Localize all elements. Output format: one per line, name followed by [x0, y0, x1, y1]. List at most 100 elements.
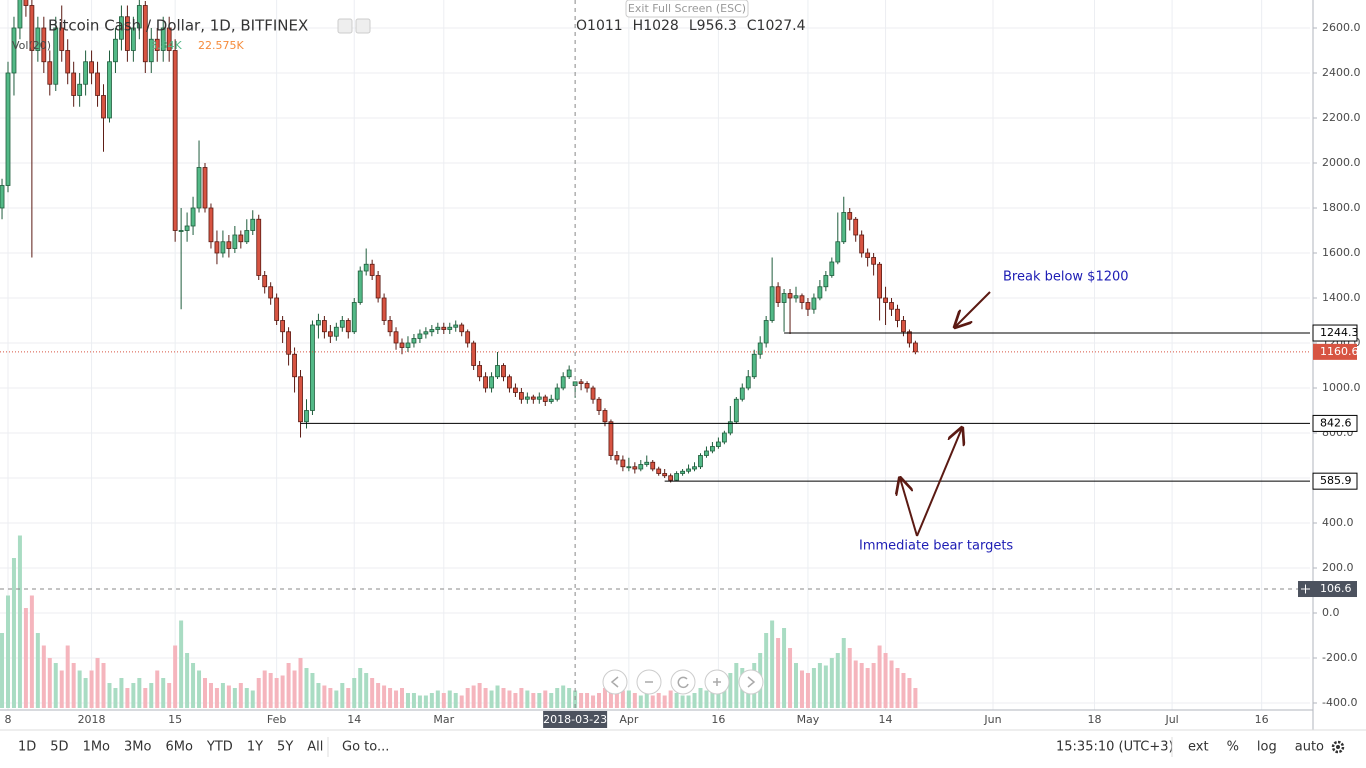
- range-button[interactable]: All: [307, 740, 323, 755]
- candle-body: [178, 230, 184, 232]
- volume-bar: [113, 688, 118, 708]
- y-tick-label: 2200.0: [1322, 111, 1361, 124]
- volume-bar: [131, 683, 136, 708]
- exit-fullscreen-label[interactable]: Exit Full Screen (ESC): [628, 2, 746, 15]
- crosshair-date: 2018-03-23: [543, 713, 607, 726]
- scroll-left-button[interactable]: [602, 669, 628, 695]
- annotation-arrow: [916, 428, 962, 537]
- candle-body: [435, 326, 441, 330]
- volume-bar: [322, 685, 327, 708]
- option-button[interactable]: auto: [1295, 740, 1324, 755]
- option-button[interactable]: %: [1227, 740, 1239, 755]
- candle-body: [35, 27, 41, 51]
- candle-body: [208, 207, 214, 243]
- volume-bar: [346, 688, 351, 708]
- candle-body: [375, 275, 381, 299]
- volume-bar: [17, 535, 22, 708]
- volume-bar: [149, 683, 154, 708]
- goto-button[interactable]: Go to...: [342, 740, 389, 755]
- option-button[interactable]: log: [1257, 740, 1277, 755]
- candle-body: [620, 459, 626, 468]
- range-button[interactable]: 5D: [50, 740, 68, 755]
- candle-body: [733, 398, 739, 423]
- candle-body: [853, 218, 859, 236]
- volume-bar: [274, 678, 279, 708]
- candle-body: [584, 383, 590, 389]
- range-button[interactable]: 6Mo: [165, 740, 192, 755]
- range-button[interactable]: 5Y: [277, 740, 293, 755]
- volume-bar: [23, 608, 28, 708]
- volume-ma-value: 22.575K: [198, 39, 244, 52]
- volume-bar: [53, 663, 58, 708]
- volume-bar: [203, 678, 208, 708]
- volume-bar: [0, 633, 5, 708]
- candle-body: [327, 331, 333, 337]
- settings-button[interactable]: [1331, 740, 1345, 754]
- candle-body: [895, 308, 900, 321]
- volume-bar: [388, 688, 393, 708]
- volume-bar: [370, 678, 375, 708]
- volume-bar: [555, 688, 560, 708]
- volume-bar: [686, 695, 691, 708]
- candle-body: [883, 297, 888, 303]
- volume-bar: [59, 670, 64, 708]
- candle-body: [333, 326, 339, 337]
- volume-bar: [5, 595, 10, 708]
- volume-bar: [537, 693, 542, 708]
- candle-body: [0, 185, 5, 209]
- candles: [0, 0, 918, 483]
- candle-body: [668, 475, 674, 481]
- candle-body: [560, 376, 566, 389]
- range-button[interactable]: 1Y: [247, 740, 263, 755]
- volume-bar: [543, 690, 548, 708]
- volume-bar: [591, 695, 596, 708]
- volume-bar: [316, 683, 321, 708]
- candle-body: [47, 61, 53, 85]
- volume-bar: [334, 690, 339, 708]
- volume-bar: [823, 665, 828, 708]
- candle-body: [160, 27, 166, 51]
- volume-bar: [692, 693, 697, 708]
- grid: [0, 0, 1310, 710]
- volume-bar: [632, 693, 637, 708]
- legend-icon[interactable]: [337, 18, 353, 34]
- volume-bar: [644, 693, 649, 708]
- exit-fullscreen-button[interactable]: [625, 0, 749, 18]
- candle-body: [5, 72, 11, 186]
- volume-bar: [250, 690, 255, 708]
- candle-body: [71, 72, 77, 96]
- volume-bar: [382, 685, 387, 708]
- option-button[interactable]: ext: [1188, 740, 1209, 755]
- scroll-right-button[interactable]: [738, 669, 764, 695]
- candle-body: [357, 270, 363, 303]
- nav-icon: [610, 676, 756, 689]
- candle-body: [477, 365, 483, 378]
- candle-body: [507, 376, 512, 389]
- volume-bar: [89, 670, 94, 708]
- range-button[interactable]: 1D: [18, 740, 36, 755]
- candle-body: [190, 207, 196, 227]
- range-button[interactable]: YTD: [206, 740, 233, 755]
- annotation: Break below $1200: [1003, 270, 1129, 285]
- volume-bar: [465, 688, 470, 708]
- candle-body: [757, 342, 763, 355]
- volume-bar: [328, 688, 333, 708]
- candle-body: [465, 331, 471, 344]
- candle-body: [710, 446, 715, 452]
- x-tick-label: 14: [347, 713, 361, 726]
- volume-bar: [197, 670, 202, 708]
- x-tick-label: Jul: [1164, 713, 1178, 726]
- candle-body: [650, 461, 656, 470]
- reset-button[interactable]: [670, 669, 696, 695]
- range-button[interactable]: 1Mo: [83, 740, 110, 755]
- volume-bar: [650, 695, 655, 708]
- candle-body: [298, 376, 303, 423]
- candle-body: [518, 392, 524, 400]
- volume-bar: [268, 673, 273, 708]
- volume-bar: [495, 685, 500, 708]
- candle-body: [829, 261, 835, 276]
- range-button[interactable]: 3Mo: [124, 740, 151, 755]
- legend-icon[interactable]: [355, 18, 371, 34]
- candle-body: [727, 421, 733, 434]
